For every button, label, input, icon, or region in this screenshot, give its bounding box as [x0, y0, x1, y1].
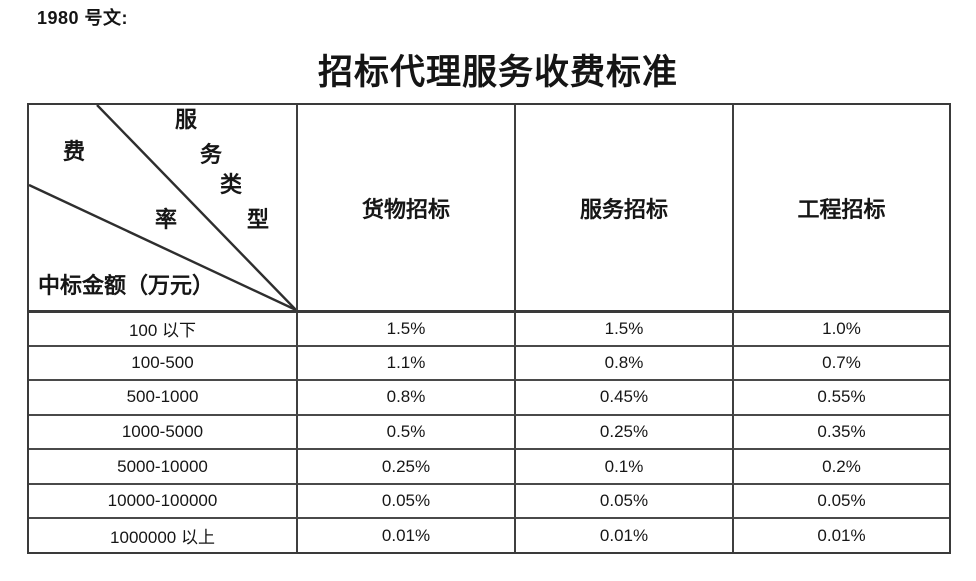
corner-header-cell: 服 务 类 型 费 率 中标金额（万元） [29, 105, 296, 310]
corner-bottom-label: 中标金额（万元） [38, 273, 215, 298]
row-amount-range: 10000-100000 [29, 482, 296, 518]
fee-rate-cell: 0.35% [732, 413, 949, 449]
fee-rate-cell: 1.0% [732, 310, 949, 345]
corner-diagonal-char-3: 类 [220, 172, 243, 197]
fee-rate-cell: 0.7% [732, 344, 949, 380]
diagonal-divider-lines [29, 105, 296, 310]
corner-middle-char-1: 费 [63, 139, 86, 164]
fee-rate-cell: 0.25% [514, 413, 732, 449]
doc-number: 1980 号文: [37, 8, 129, 28]
fee-rate-cell: 1.5% [296, 310, 514, 345]
fee-rate-cell: 0.45% [514, 379, 732, 414]
row-amount-range: 100 以下 [29, 310, 296, 345]
row-amount-range: 100-500 [29, 344, 296, 380]
page-title: 招标代理服务收费标准 [317, 53, 678, 92]
fee-rate-cell: 0.55% [732, 379, 949, 414]
corner-middle-char-2: 率 [155, 207, 178, 232]
fee-rate-cell: 0.8% [514, 344, 732, 380]
fee-rate-cell: 0.8% [296, 379, 514, 414]
fee-rate-cell: 1.1% [296, 344, 514, 380]
row-amount-range: 5000-10000 [29, 448, 296, 483]
fee-rate-cell: 1.5% [514, 310, 732, 345]
fee-rate-cell: 0.01% [732, 517, 949, 552]
fee-rate-cell: 0.01% [514, 517, 732, 552]
row-amount-range: 500-1000 [29, 379, 296, 414]
column-header-engineering-bidding: 工程招标 [732, 105, 949, 310]
fee-rate-cell: 0.05% [296, 482, 514, 518]
fee-rate-cell: 0.05% [514, 482, 732, 518]
corner-diagonal-char-2: 务 [200, 142, 223, 167]
fee-rate-cell: 0.05% [732, 482, 949, 518]
fee-rate-cell: 0.1% [514, 448, 732, 483]
fee-rate-cell: 0.25% [296, 448, 514, 483]
corner-diagonal-char-4: 型 [247, 207, 270, 232]
row-amount-range: 1000-5000 [29, 413, 296, 449]
row-amount-range: 1000000 以上 [29, 517, 296, 552]
fee-table: 服 务 类 型 费 率 中标金额（万元） 货物招标 服务招标 工程招标 100 … [27, 103, 951, 554]
fee-rate-cell: 0.01% [296, 517, 514, 552]
corner-diagonal-char-1: 服 [175, 107, 198, 132]
fee-rate-cell: 0.2% [732, 448, 949, 483]
fee-rate-cell: 0.5% [296, 413, 514, 449]
column-header-goods-bidding: 货物招标 [296, 105, 514, 310]
column-header-service-bidding: 服务招标 [514, 105, 732, 310]
